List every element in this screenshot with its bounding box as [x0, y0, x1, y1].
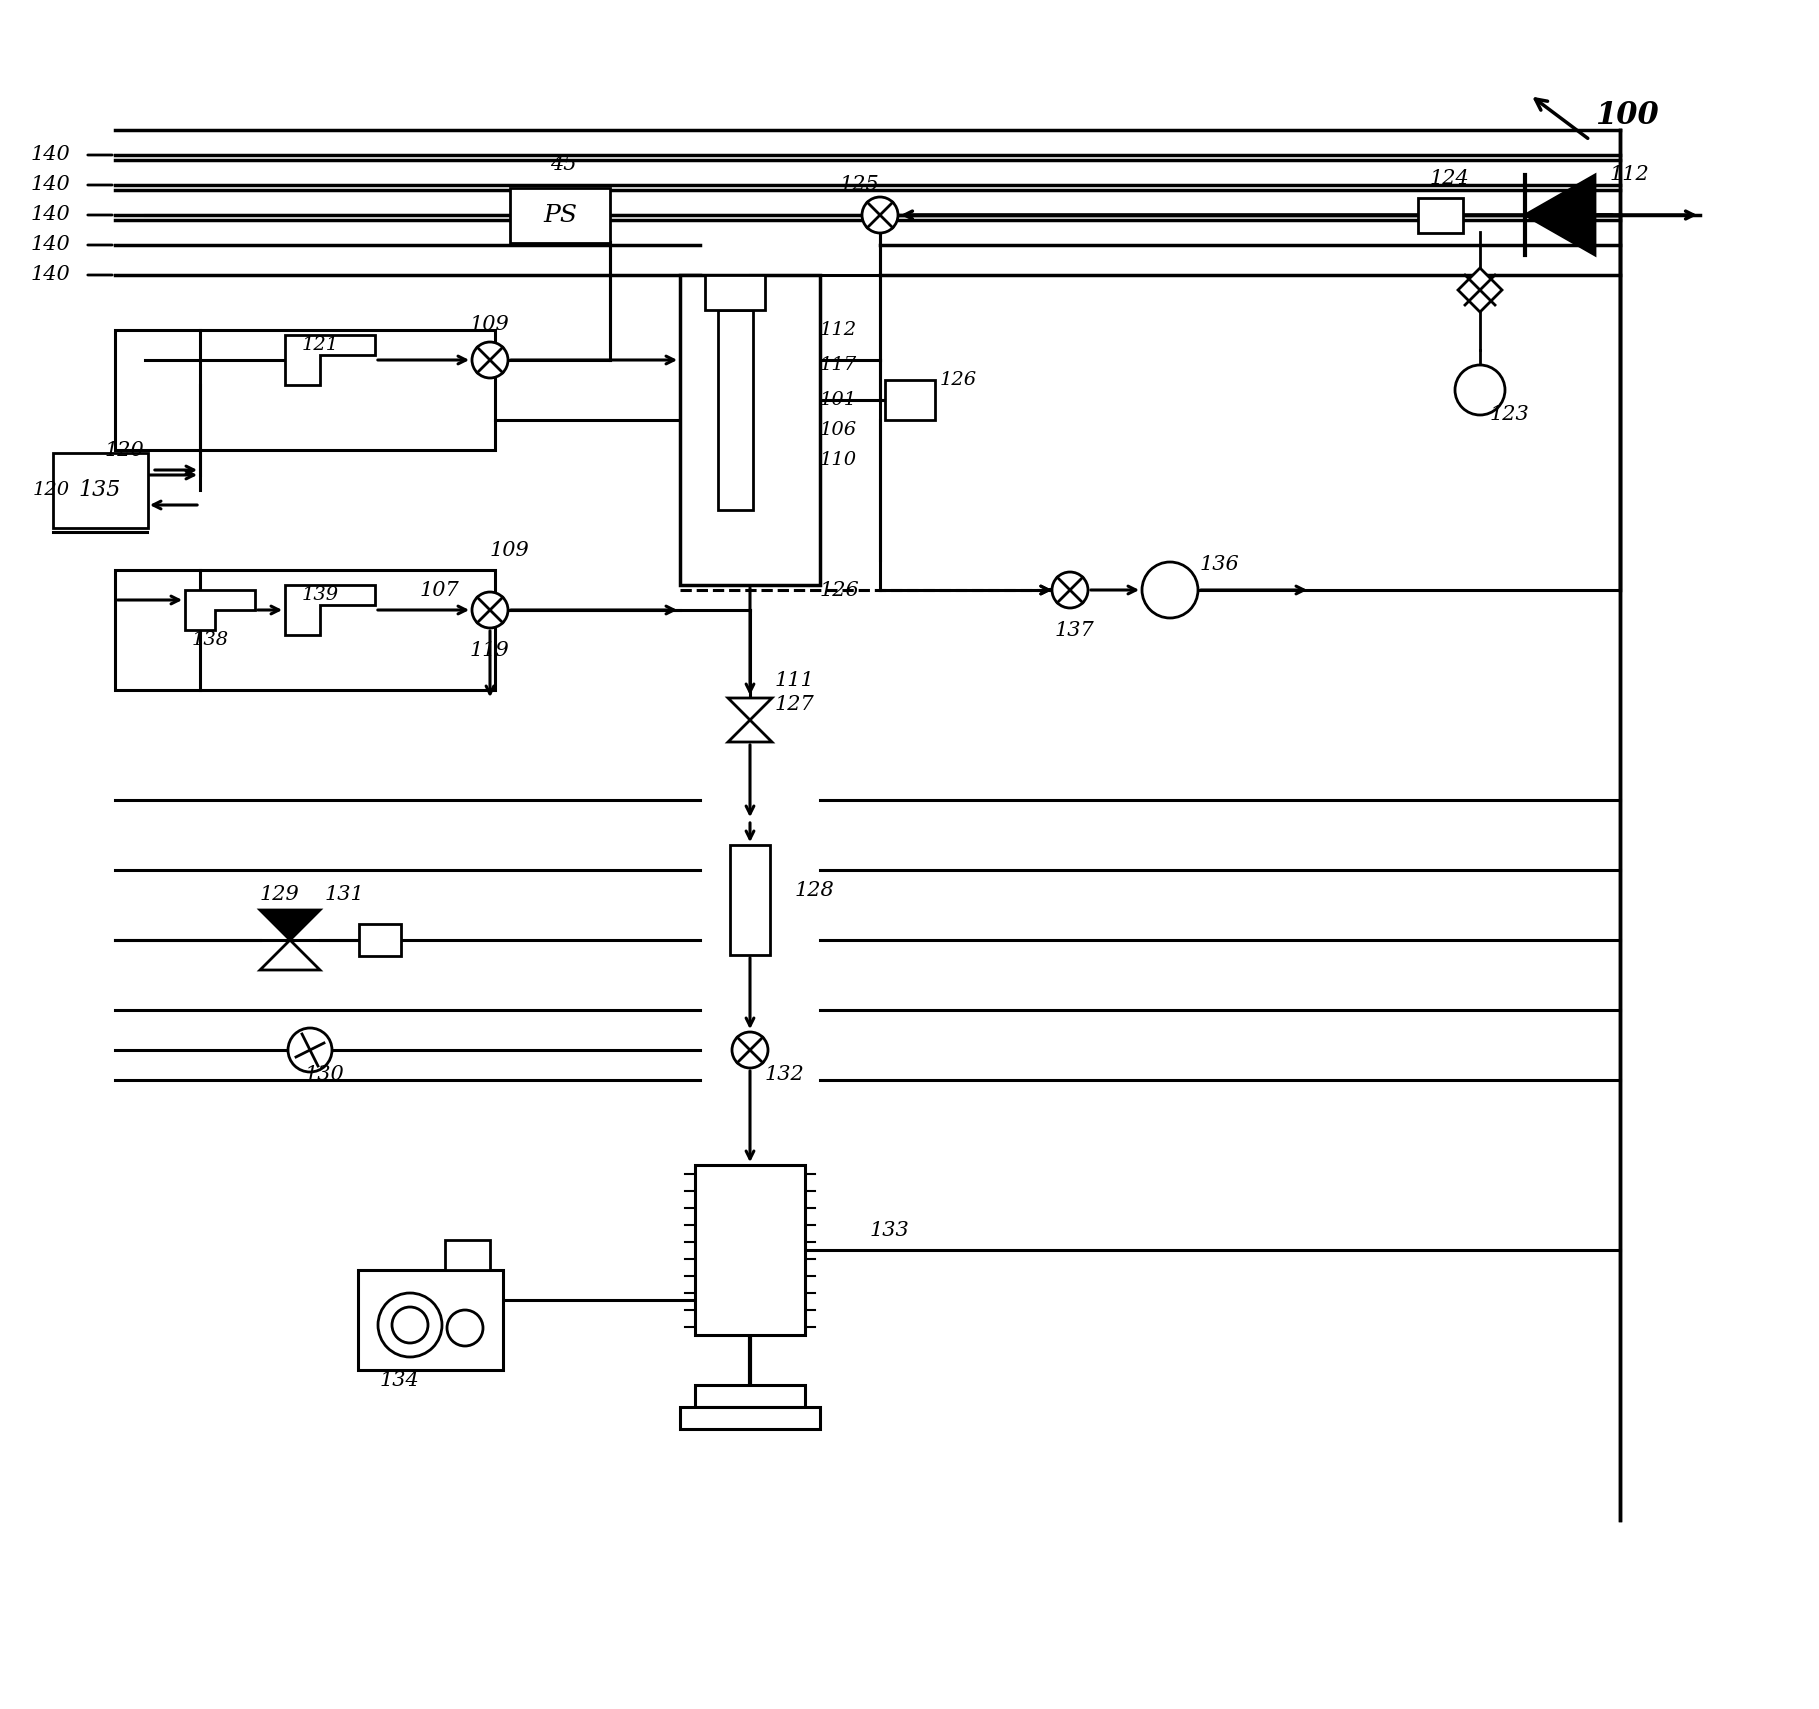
Bar [115, 330, 495, 449]
Text: 117: 117 [820, 355, 857, 374]
Text: 133: 133 [869, 1220, 910, 1239]
Circle shape [1051, 573, 1088, 608]
Text: 101: 101 [820, 391, 857, 408]
Bar [695, 1166, 806, 1335]
Text: 140: 140 [31, 236, 69, 255]
Bar [729, 844, 769, 955]
Text: 119: 119 [469, 641, 509, 660]
Text: 109: 109 [489, 540, 529, 559]
Polygon shape [260, 940, 320, 971]
Circle shape [393, 1307, 427, 1343]
Text: 139: 139 [302, 586, 338, 603]
Text: 45: 45 [549, 156, 577, 174]
Text: 125: 125 [840, 176, 880, 195]
Text: 127: 127 [775, 696, 815, 714]
Text: 132: 132 [766, 1065, 804, 1085]
Text: 140: 140 [31, 205, 69, 224]
Text: 138: 138 [191, 631, 229, 649]
Bar [1417, 198, 1462, 232]
Text: 124: 124 [1430, 169, 1470, 188]
Text: PS: PS [544, 203, 577, 227]
Text: 109: 109 [469, 316, 509, 335]
Circle shape [1455, 366, 1504, 415]
Bar [695, 1384, 806, 1407]
Text: 140: 140 [31, 176, 69, 195]
Text: 120: 120 [33, 480, 69, 499]
Bar [886, 379, 935, 420]
Text: 140: 140 [31, 265, 69, 284]
Circle shape [862, 197, 899, 232]
Circle shape [378, 1294, 442, 1357]
Text: 128: 128 [795, 880, 835, 899]
Text: 134: 134 [380, 1371, 420, 1389]
Circle shape [287, 1029, 333, 1072]
Polygon shape [728, 697, 771, 719]
Bar [115, 571, 495, 690]
Circle shape [471, 591, 508, 627]
Circle shape [1142, 562, 1199, 619]
Text: 120: 120 [106, 441, 146, 460]
Polygon shape [186, 590, 255, 631]
Circle shape [447, 1311, 484, 1347]
Bar [446, 1241, 489, 1270]
Text: 112: 112 [820, 321, 857, 338]
Text: 137: 137 [1055, 620, 1095, 639]
Bar [719, 309, 753, 509]
Text: 100: 100 [1595, 101, 1659, 132]
Bar [358, 925, 400, 955]
Text: 135: 135 [78, 479, 122, 501]
Polygon shape [260, 909, 320, 940]
Bar [53, 453, 147, 528]
Polygon shape [286, 335, 375, 385]
Text: 136: 136 [1201, 555, 1241, 574]
Bar [706, 275, 766, 309]
Circle shape [471, 342, 508, 378]
Text: 126: 126 [820, 581, 860, 600]
Text: 106: 106 [820, 420, 857, 439]
Bar [358, 1270, 504, 1371]
Polygon shape [728, 719, 771, 742]
Text: 111: 111 [775, 670, 815, 689]
Text: 121: 121 [302, 337, 338, 354]
Bar [509, 188, 609, 243]
Bar [680, 275, 820, 584]
Polygon shape [1459, 268, 1502, 313]
Text: 107: 107 [420, 581, 460, 600]
Text: 129: 129 [260, 885, 300, 904]
Polygon shape [1524, 174, 1595, 255]
Text: 131: 131 [326, 885, 366, 904]
Text: 123: 123 [1490, 405, 1530, 424]
Text: 126: 126 [940, 371, 977, 390]
Text: 130: 130 [306, 1065, 346, 1085]
Text: 112: 112 [1610, 166, 1650, 185]
Text: 110: 110 [820, 451, 857, 468]
Bar [680, 1407, 820, 1429]
Text: 140: 140 [31, 145, 69, 164]
Circle shape [731, 1032, 768, 1068]
Polygon shape [286, 584, 375, 636]
